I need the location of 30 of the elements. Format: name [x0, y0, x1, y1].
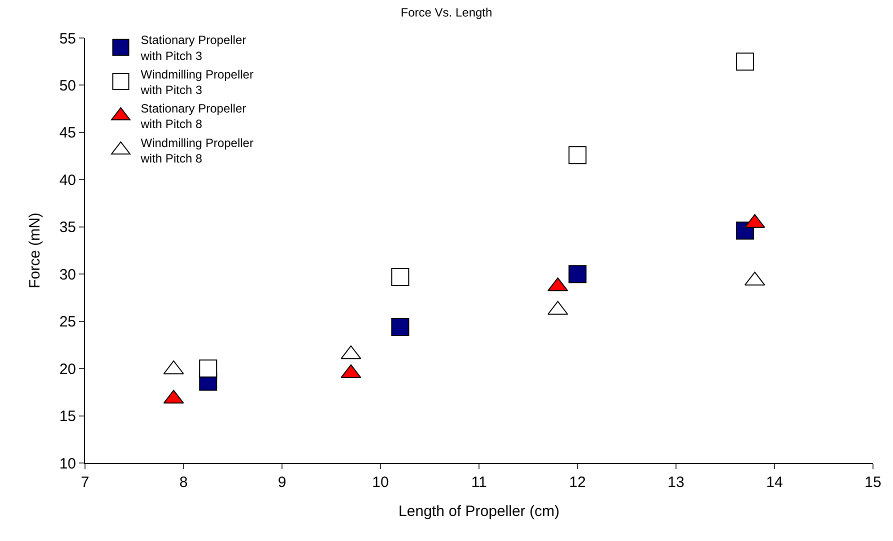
- legend-label: Stationary Propeller with Pitch 3: [140, 33, 246, 63]
- legend-label: Windmilling Propeller with Pitch 3: [140, 67, 254, 98]
- x-tick-label: 15: [864, 474, 882, 491]
- chart-title: Force Vs. Length: [400, 6, 492, 20]
- x-tick-label: 12: [569, 474, 586, 491]
- y-axis-title: Force (mN): [26, 212, 44, 288]
- point: [568, 265, 586, 284]
- x-axis-title: Length of Propeller (cm): [398, 503, 560, 520]
- y-tick-label: 35: [59, 219, 76, 236]
- y-tick-label: 30: [59, 266, 76, 284]
- y-tick-label: 25: [59, 314, 76, 331]
- x-tick-label: 8: [179, 474, 188, 491]
- x-tick-label: 10: [372, 474, 389, 491]
- x-tick-label: 7: [80, 474, 90, 491]
- y-tick-label: 10: [59, 455, 76, 472]
- x-tick-label: 11: [471, 474, 487, 491]
- y-tick-label: 20: [59, 360, 76, 378]
- y-tick-label: 45: [59, 124, 76, 142]
- x-tick-label: 9: [278, 474, 286, 491]
- y-tick-label: 15: [59, 408, 76, 426]
- legend-label: Stationary Propeller with Pitch 8: [140, 102, 246, 132]
- x-tick-label: 14: [766, 474, 783, 491]
- y-tick-label: 40: [59, 172, 76, 189]
- x-tick-label: 13: [668, 474, 684, 491]
- point: [391, 268, 410, 286]
- legend-label: Windmilling Propeller with Pitch 8: [140, 136, 254, 166]
- point: [736, 52, 754, 71]
- y-tick-label: 55: [59, 30, 76, 48]
- y-tick-label: 50: [59, 77, 76, 94]
- point: [568, 146, 586, 164]
